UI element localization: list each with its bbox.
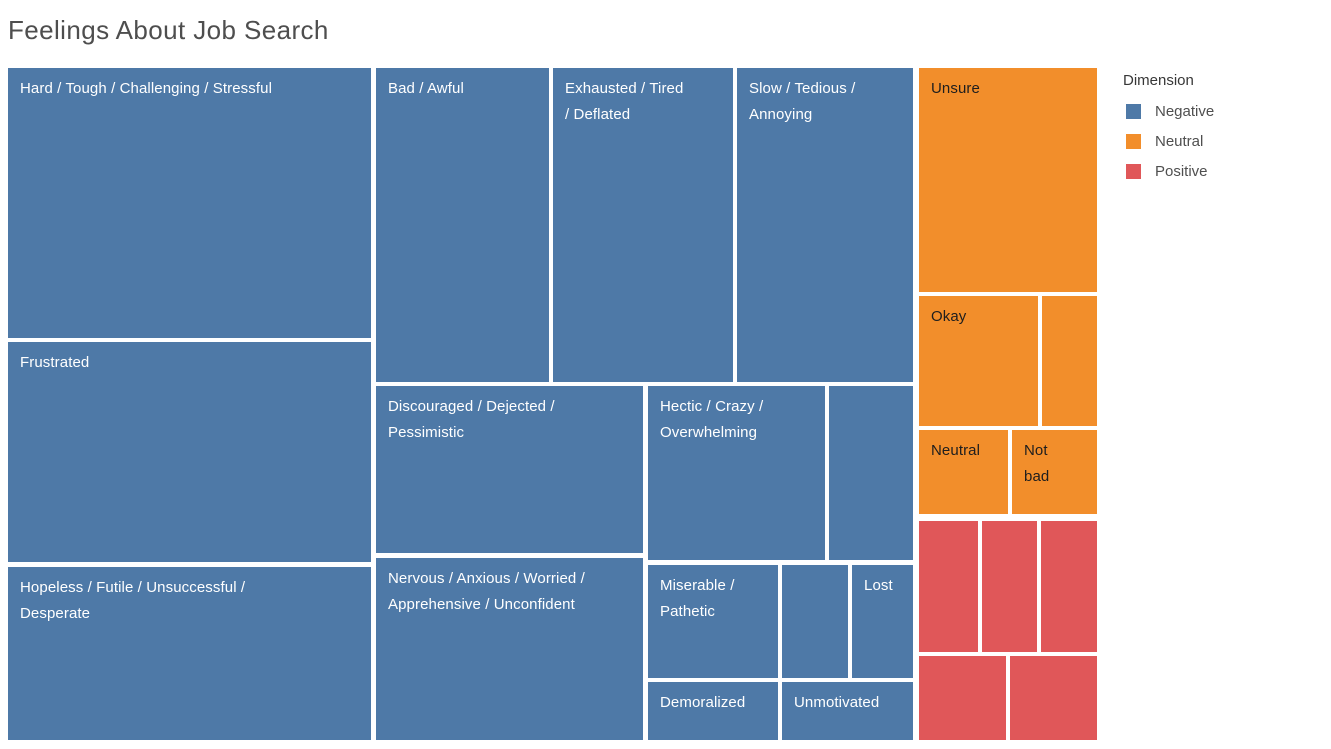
legend-item-negative[interactable]: Negative — [1123, 96, 1323, 126]
treemap-cell-positive-unlabeled-3[interactable] — [1041, 521, 1097, 652]
legend-item-neutral[interactable]: Neutral — [1123, 126, 1323, 156]
treemap-cell-exhausted-tired-deflated[interactable]: Exhausted / Tired / Deflated — [553, 68, 733, 382]
treemap-cell-okay[interactable]: Okay — [919, 296, 1038, 426]
legend-items: Negative Neutral Positive — [1123, 96, 1323, 186]
treemap-cell-lost[interactable]: Lost — [852, 565, 913, 678]
treemap-cell-miserable-pathetic[interactable]: Miserable / Pathetic — [648, 565, 778, 678]
legend-swatch-neutral — [1126, 133, 1141, 149]
page-title: Feelings About Job Search — [8, 15, 329, 45]
treemap-cell-negative-unlabeled-1[interactable] — [829, 386, 913, 560]
treemap-cell-negative-unlabeled-2[interactable] — [782, 565, 848, 678]
treemap-cell-bad-awful[interactable]: Bad / Awful — [376, 68, 549, 382]
treemap-cell-positive-unlabeled-1[interactable] — [919, 521, 978, 652]
treemap-cell-positive-unlabeled-4[interactable] — [919, 656, 1006, 740]
legend-item-label: Neutral — [1155, 132, 1204, 150]
treemap-cell-demoralized[interactable]: Demoralized — [648, 682, 778, 740]
treemap-cell-nervous-anxious-worried-apprehensive-unconfident[interactable]: Nervous / Anxious / Worried / Apprehensi… — [376, 558, 643, 740]
legend-item-label: Positive — [1155, 162, 1208, 180]
treemap-cell-slow-tedious-annoying[interactable]: Slow / Tedious / Annoying — [737, 68, 913, 382]
treemap-cell-hard-tough-challenging-stressful[interactable]: Hard / Tough / Challenging / Stressful — [8, 68, 371, 338]
treemap-cell-not-bad[interactable]: Not bad — [1012, 430, 1097, 514]
treemap-cell-positive-unlabeled-2[interactable] — [982, 521, 1037, 652]
treemap-cell-hectic-crazy-overwhelming[interactable]: Hectic / Crazy / Overwhelming — [648, 386, 825, 560]
treemap-cell-unmotivated[interactable]: Unmotivated — [782, 682, 913, 740]
treemap-cell-discouraged-dejected-pessimistic[interactable]: Discouraged / Dejected / Pessimistic — [376, 386, 643, 553]
treemap-cell-frustrated[interactable]: Frustrated — [8, 342, 371, 562]
treemap-cell-positive-unlabeled-5[interactable] — [1010, 656, 1097, 740]
treemap-cell-hopeless-futile-unsuccessful-desperate[interactable]: Hopeless / Futile / Unsuccessful / Despe… — [8, 567, 371, 740]
legend-title: Dimension — [1123, 72, 1194, 89]
legend-item-label: Negative — [1155, 102, 1215, 120]
treemap-cell-unsure[interactable]: Unsure — [919, 68, 1097, 292]
legend-item-positive[interactable]: Positive — [1123, 156, 1323, 186]
treemap-cell-neutral[interactable]: Neutral — [919, 430, 1008, 514]
treemap-cell-neutral-unlabeled-1[interactable] — [1042, 296, 1097, 426]
legend-swatch-positive — [1126, 163, 1141, 179]
legend-swatch-negative — [1126, 103, 1141, 119]
legend: Dimension Negative Neutral Positive — [1123, 72, 1323, 186]
